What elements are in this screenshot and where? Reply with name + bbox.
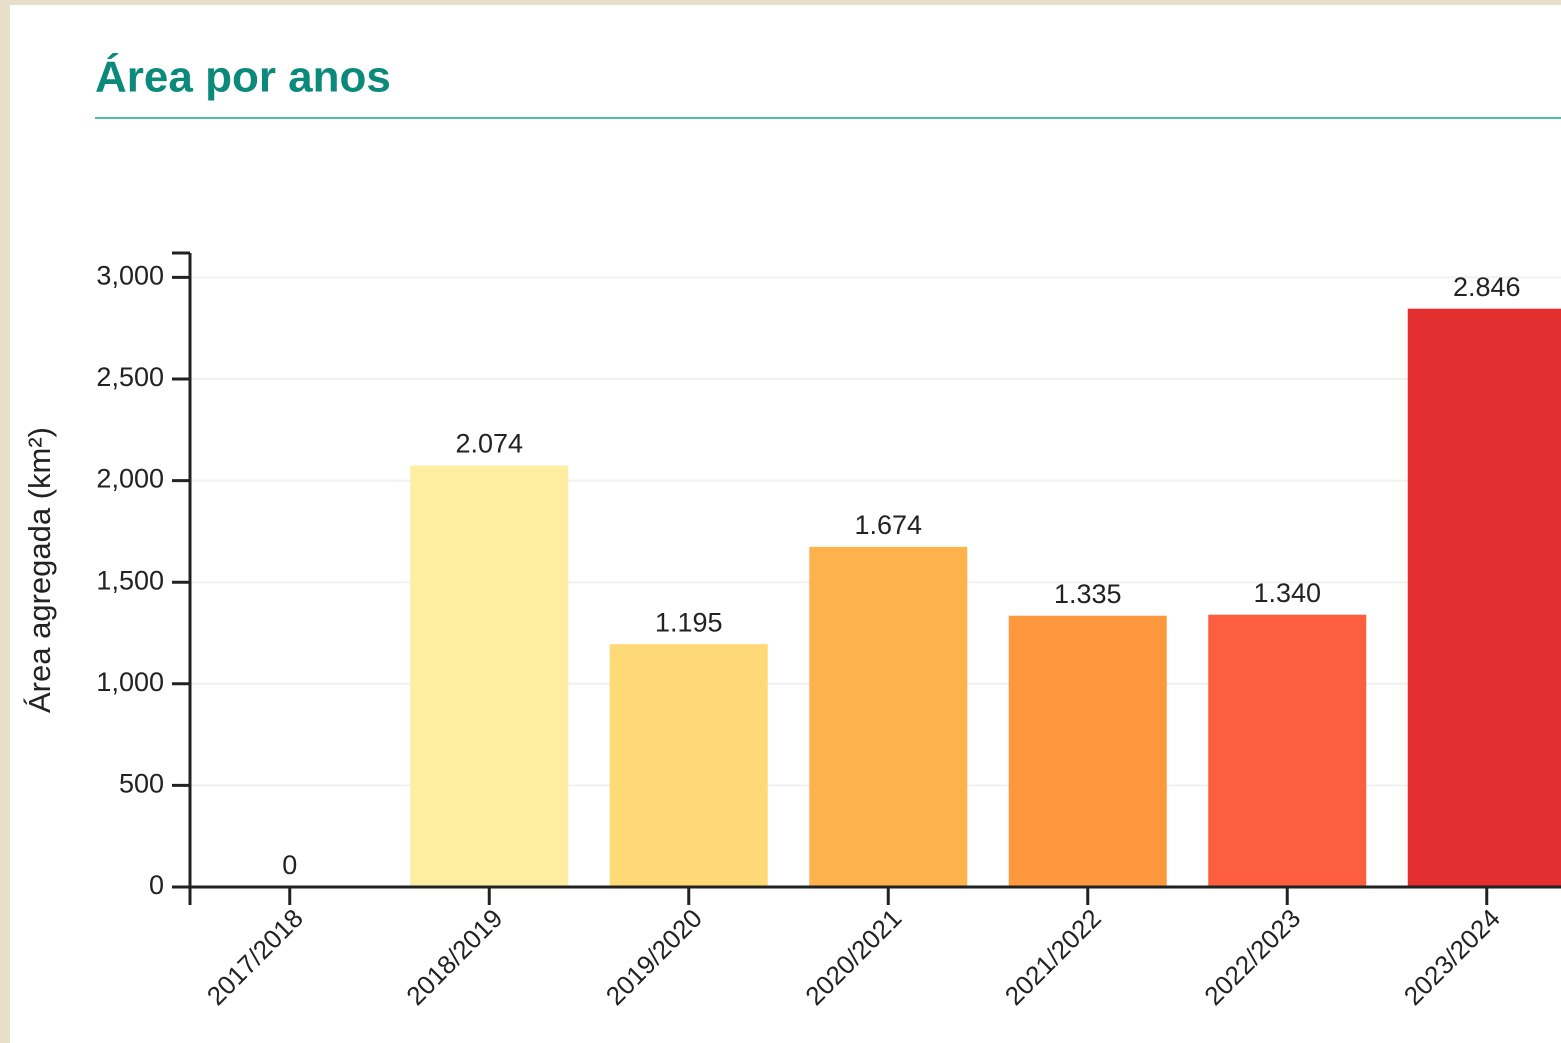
value-label: 0 — [282, 850, 297, 880]
bar — [809, 546, 968, 887]
value-label: 2.846 — [1453, 272, 1521, 302]
y-tick-label: 1,000 — [96, 667, 164, 697]
y-axis-label: Área agregada (km²) — [22, 427, 57, 713]
x-tick-label: 2021/2022 — [999, 903, 1107, 1011]
bar — [609, 644, 768, 887]
x-tick-label: 2022/2023 — [1198, 903, 1306, 1011]
y-tick-label: 2,500 — [96, 362, 164, 392]
x-tick-label: 2017/2018 — [201, 903, 309, 1011]
x-tick-label: 2020/2021 — [799, 903, 907, 1011]
bar — [1208, 614, 1367, 887]
x-tick-label: 2018/2019 — [400, 903, 508, 1011]
bar — [410, 465, 569, 887]
value-label: 1.340 — [1253, 578, 1321, 608]
x-tick-label: 2019/2020 — [600, 903, 708, 1011]
value-label: 1.195 — [655, 607, 723, 637]
x-tick-label: 2023/2024 — [1398, 903, 1506, 1011]
value-label: 1.674 — [854, 510, 922, 540]
value-label: 2.074 — [455, 429, 523, 459]
value-label: 1.335 — [1054, 579, 1122, 609]
chart-title: Área por anos — [95, 52, 391, 102]
y-tick-label: 2,000 — [96, 464, 164, 494]
y-tick-label: 500 — [119, 769, 164, 799]
y-tick-label: 3,000 — [96, 261, 164, 291]
bar — [1008, 615, 1167, 887]
bar — [1407, 308, 1561, 887]
y-tick-label: 0 — [149, 870, 164, 900]
y-tick-label: 1,500 — [96, 565, 164, 595]
